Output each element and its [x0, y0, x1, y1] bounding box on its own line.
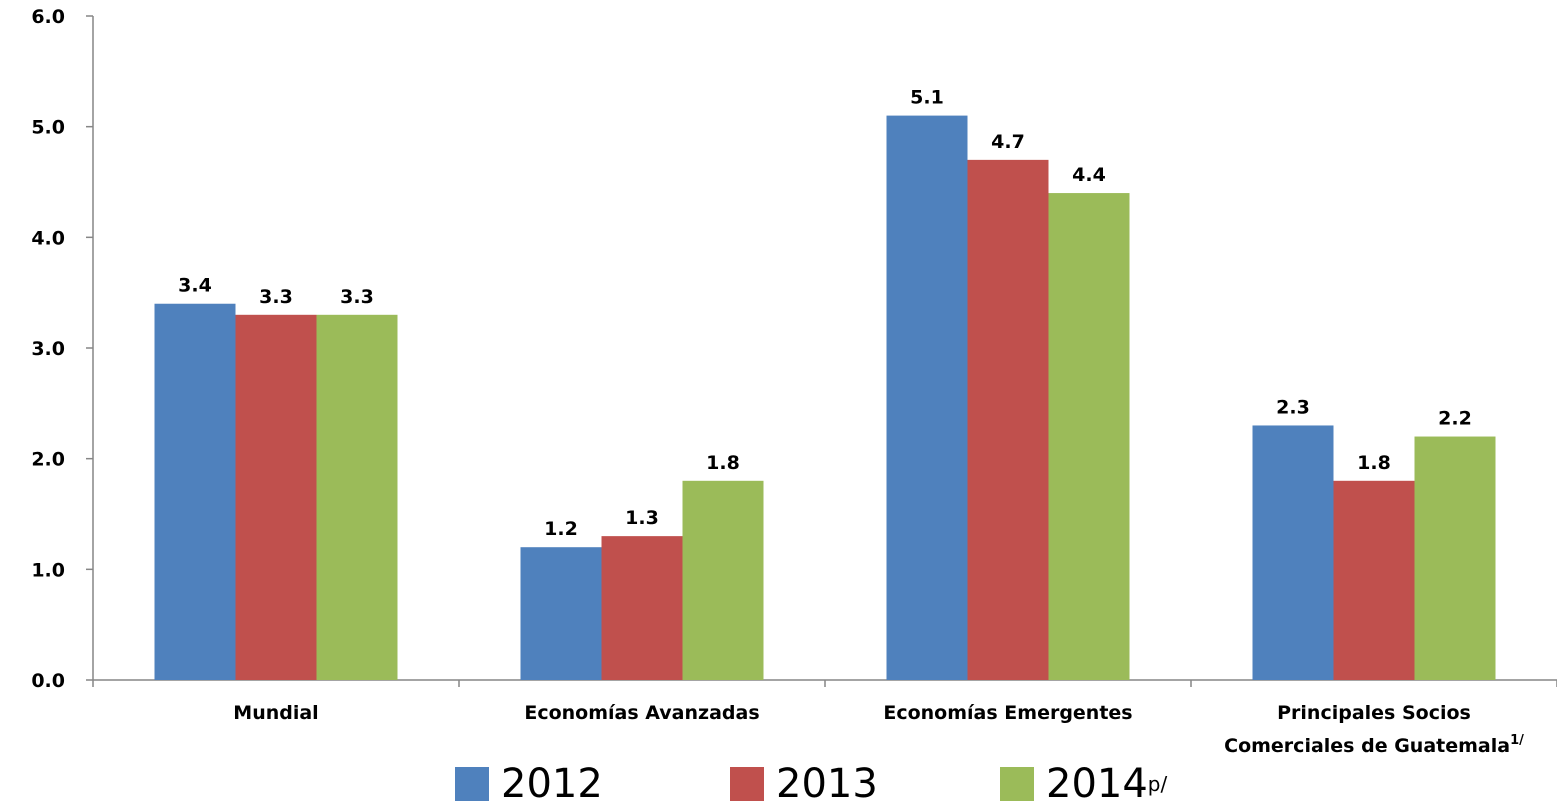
value-label: 3.3 — [340, 286, 374, 308]
bar — [1414, 436, 1496, 680]
bar — [520, 547, 602, 680]
y-tick-label: 4.0 — [31, 227, 65, 249]
x-tick-label: Principales Socios Comerciales de Guatem… — [1224, 700, 1524, 760]
legend-superscript: p/ — [1147, 772, 1168, 796]
bar — [967, 159, 1049, 680]
x-tick-label: Economías Avanzadas — [492, 700, 792, 727]
legend-swatch — [455, 767, 489, 801]
legend-label: 2013 — [776, 761, 878, 807]
value-label: 2.2 — [1438, 408, 1472, 430]
y-tick-label: 2.0 — [31, 449, 65, 471]
y-tick-label: 3.0 — [31, 338, 65, 360]
bar — [316, 314, 398, 680]
category-text: Mundial — [233, 702, 319, 724]
legend-swatch — [730, 767, 764, 801]
bar — [886, 115, 968, 681]
y-tick-label: 6.0 — [31, 6, 65, 28]
y-tick-label: 0.0 — [31, 670, 65, 692]
y-tick-label: 1.0 — [31, 559, 65, 581]
x-tick-label: Economías Emergentes — [858, 700, 1158, 727]
bar — [235, 314, 317, 680]
value-label: 3.4 — [178, 275, 212, 297]
bar — [154, 303, 236, 680]
value-label: 1.8 — [1357, 452, 1391, 474]
bar — [682, 480, 764, 680]
category-superscript: 1/ — [1510, 733, 1524, 748]
bar — [1252, 425, 1334, 680]
x-tick-label: Mundial — [126, 700, 426, 727]
legend-item: 2013 — [730, 760, 878, 808]
value-label: 5.1 — [910, 87, 944, 109]
bar — [1048, 193, 1130, 681]
category-text: Economías Avanzadas — [524, 702, 760, 724]
value-label: 3.3 — [259, 286, 293, 308]
legend-label: 2014 — [1046, 761, 1148, 807]
legend-item: 2014 p/ — [1000, 760, 1167, 808]
value-label: 1.2 — [544, 518, 578, 540]
legend-swatch — [1000, 767, 1034, 801]
bar — [601, 536, 683, 680]
value-label: 1.8 — [706, 452, 740, 474]
value-label: 1.3 — [625, 507, 659, 529]
value-label: 2.3 — [1276, 396, 1310, 418]
category-text: Principales Socios Comerciales de Guatem… — [1224, 702, 1511, 757]
value-label: 4.4 — [1072, 164, 1106, 186]
legend-label: 2012 — [501, 761, 603, 807]
bar — [1333, 480, 1415, 680]
category-text: Economías Emergentes — [883, 702, 1133, 724]
y-tick-label: 5.0 — [31, 117, 65, 139]
value-label: 4.7 — [991, 131, 1025, 153]
legend-item: 2012 — [455, 760, 603, 808]
